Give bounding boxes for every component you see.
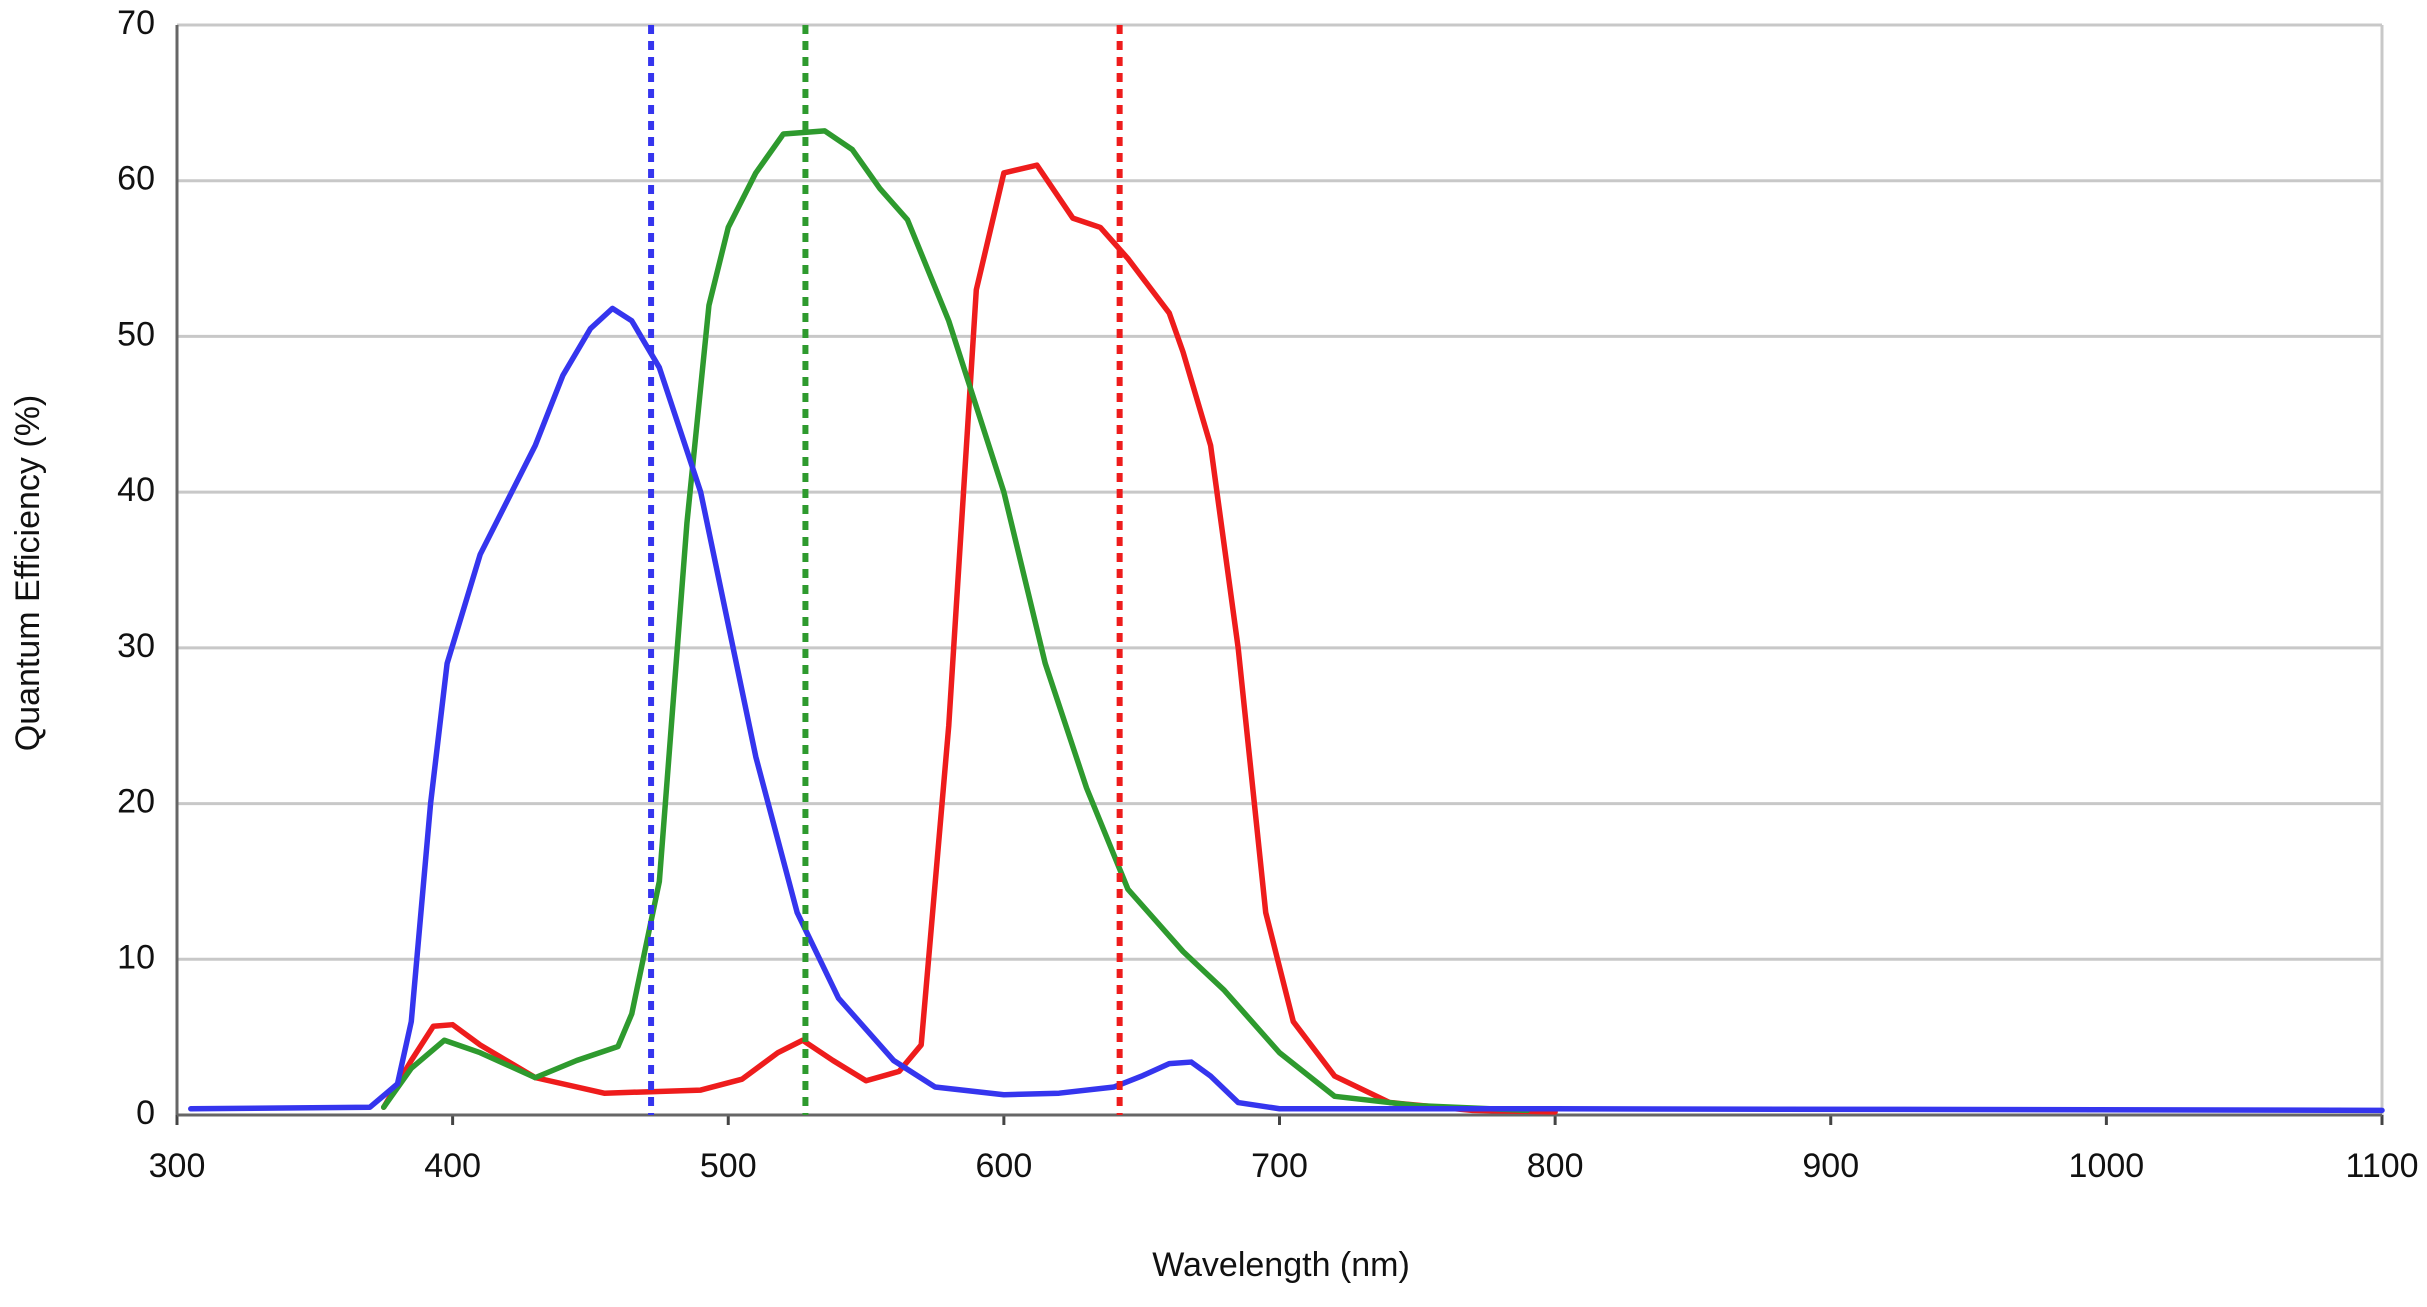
- y-tick-label: 10: [117, 938, 155, 976]
- x-tick-label: 800: [1527, 1147, 1584, 1185]
- x-tick-label: 700: [1251, 1147, 1308, 1185]
- series-line: [380, 162, 1558, 1115]
- y-tick-label: 50: [117, 315, 155, 353]
- x-axis-label: Wavelength (nm): [1152, 1246, 1410, 1284]
- y-tick-label: 60: [117, 160, 155, 198]
- y-tick-label: 40: [117, 471, 155, 509]
- x-tick-label: 300: [149, 1147, 206, 1185]
- x-tick-label: 400: [424, 1147, 481, 1185]
- y-tick-label: 30: [117, 627, 155, 665]
- y-tick-label: 70: [117, 4, 155, 42]
- x-tick-label: 500: [700, 1147, 757, 1185]
- y-tick-label: 0: [136, 1094, 155, 1132]
- y-axis-label: Quantum Efficiency (%): [9, 395, 47, 752]
- y-tick-label: 20: [117, 783, 155, 821]
- series-line: [380, 128, 1531, 1114]
- x-tick-label: 900: [1802, 1147, 1859, 1185]
- x-tick-label: 1100: [2345, 1147, 2418, 1185]
- x-tick-label: 1000: [2069, 1147, 2145, 1185]
- series-line: [188, 305, 2385, 1114]
- x-tick-label: 600: [976, 1147, 1033, 1185]
